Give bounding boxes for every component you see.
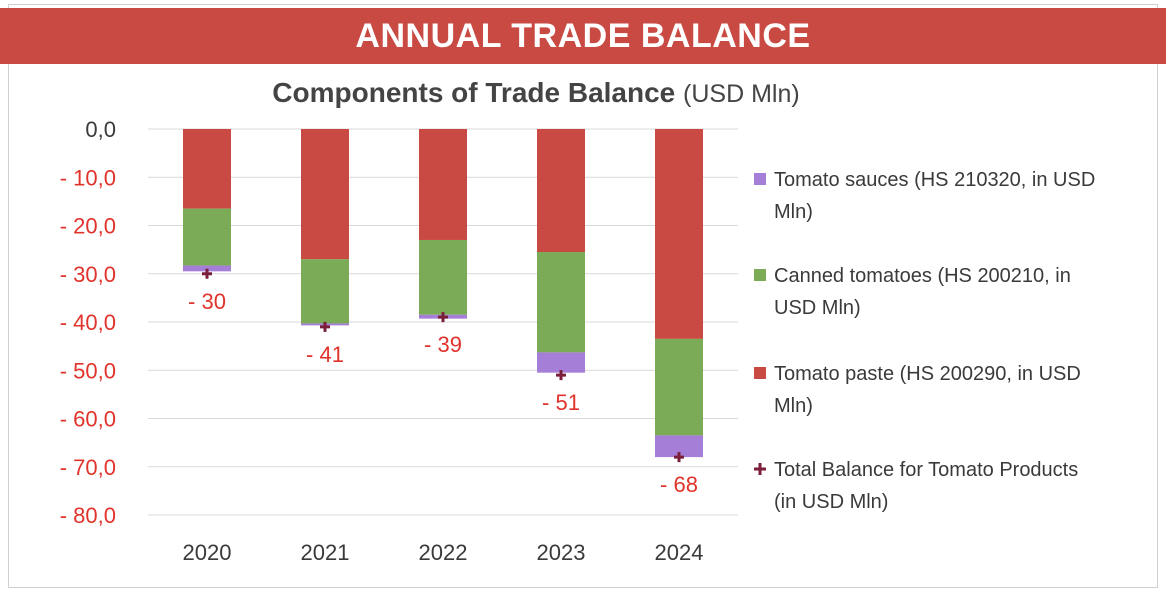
total-marker <box>438 312 448 323</box>
total-marker <box>674 452 684 463</box>
total-data-label: - 39 <box>424 332 462 357</box>
bar-segment <box>537 129 585 253</box>
y-tick-label: - 20,0 <box>60 214 116 239</box>
total-data-label: - 41 <box>306 342 344 367</box>
total-data-label: - 51 <box>542 390 580 415</box>
y-tick-label: - 10,0 <box>60 165 116 190</box>
y-tick-label: - 60,0 <box>60 407 116 432</box>
bar-segment <box>537 252 585 353</box>
x-tick-label: 2024 <box>655 540 704 565</box>
y-tick-label: - 70,0 <box>60 455 116 480</box>
chart-title: Components of Trade Balance (USD Mln) <box>272 77 799 108</box>
legend-label: Mln) <box>774 201 813 223</box>
banner-title: ANNUAL TRADE BALANCE <box>0 8 1166 64</box>
y-tick-label: 0,0 <box>85 117 116 142</box>
legend-swatch <box>754 367 766 379</box>
bar-segment <box>301 129 349 260</box>
bar-segment <box>419 129 467 240</box>
total-data-label: - 30 <box>188 289 226 314</box>
y-tick-label: - 40,0 <box>60 310 116 335</box>
bar-segment <box>655 338 703 436</box>
bar-segment <box>183 208 231 266</box>
bar-segment <box>301 259 349 324</box>
total-data-label: - 68 <box>660 472 698 497</box>
y-tick-label: - 80,0 <box>60 503 116 528</box>
total-marker <box>556 370 566 381</box>
legend-label: Mln) <box>774 395 813 417</box>
bar-segment <box>537 352 585 373</box>
legend-label: Tomato paste (HS 200290, in USD <box>774 363 1081 385</box>
total-marker <box>320 321 330 332</box>
legend-swatch <box>754 173 766 185</box>
x-tick-label: 2022 <box>419 540 468 565</box>
legend-label: Canned tomatoes (HS 200210, in <box>774 265 1071 287</box>
bar-segment <box>419 239 467 315</box>
x-tick-label: 2021 <box>301 540 350 565</box>
legend-label: USD Mln) <box>774 297 861 319</box>
bar-segment <box>183 265 231 272</box>
x-tick-label: 2023 <box>537 540 586 565</box>
bar-segment <box>655 435 703 458</box>
legend-swatch <box>754 269 766 281</box>
total-marker <box>202 268 212 279</box>
legend-marker-total <box>754 463 766 475</box>
legend-label: Tomato sauces (HS 210320, in USD <box>774 169 1095 191</box>
legend-label: Total Balance for Tomato Products <box>774 459 1078 481</box>
legend-label: (in USD Mln) <box>774 491 888 513</box>
x-tick-label: 2020 <box>183 540 232 565</box>
bar-segment <box>183 129 231 209</box>
y-tick-label: - 50,0 <box>60 358 116 383</box>
bar-segment <box>655 129 703 339</box>
y-tick-label: - 30,0 <box>60 262 116 287</box>
